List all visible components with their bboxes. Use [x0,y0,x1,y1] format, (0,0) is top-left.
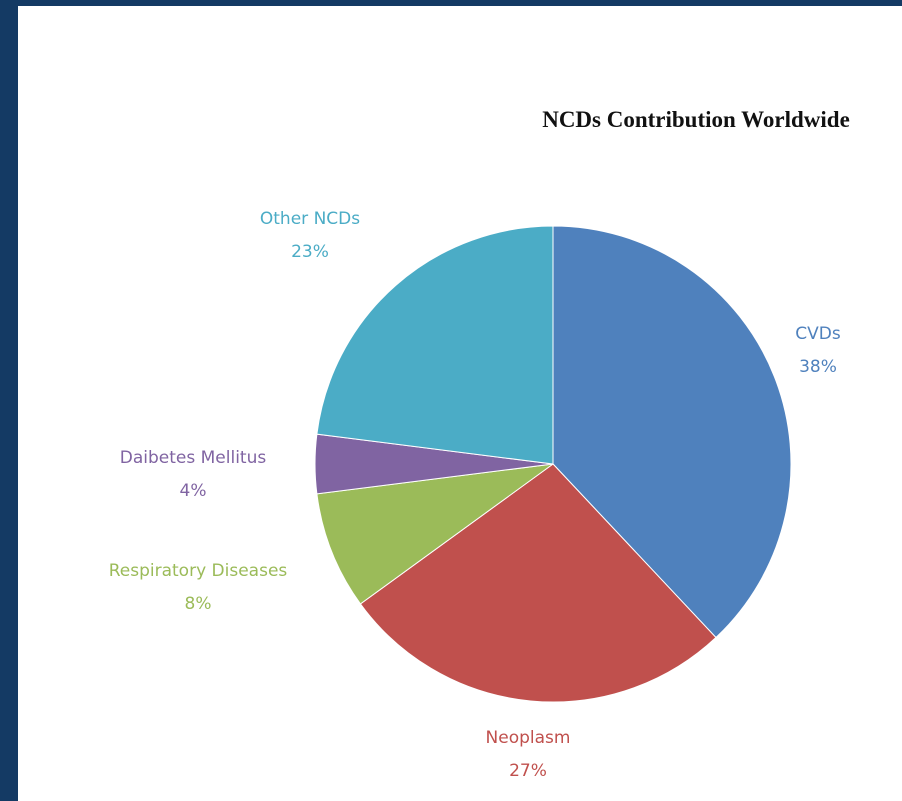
slice-label: Daibetes Mellitus 4% [120,448,267,501]
slice-value-label: 23% [291,242,329,262]
slice-label: Other NCDs 23% [260,209,360,262]
slice-label: CVDs 38% [795,324,841,377]
slice-value-label: 38% [799,357,837,377]
slice-category-label: Neoplasm [486,728,571,748]
slice-category-label: Daibetes Mellitus [120,448,267,468]
slice-value-label: 8% [185,594,212,614]
pie-slice-other-ncds [316,225,554,465]
slice-category-label: CVDs [795,324,841,344]
slice-value-label: 27% [509,761,547,781]
slide-frame: NCDs Contribution Worldwide CVDs 38% Neopl… [18,6,902,801]
slice-label: Respiratory Diseases 8% [109,561,288,614]
pie-slice-respiratory-diseases [316,463,554,605]
pie-chart: NCDs Contribution Worldwide CVDs 38% Neopl… [109,107,850,781]
slice-label: Neoplasm 27% [486,728,571,781]
pie-slice-cvds [552,225,792,639]
chart-title: NCDs Contribution Worldwide [542,107,850,132]
slice-category-label: Respiratory Diseases [109,561,288,581]
slice-category-label: Other NCDs [260,209,360,229]
slice-value-label: 4% [180,481,207,501]
pie-slice-neoplasm [359,463,717,703]
